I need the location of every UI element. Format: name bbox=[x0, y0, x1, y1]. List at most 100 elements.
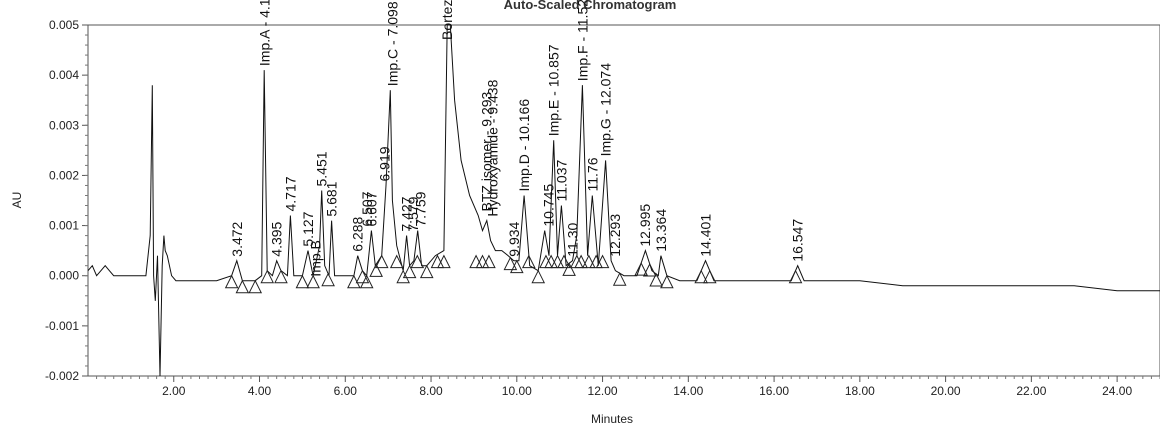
peak-label: 4.395 bbox=[269, 221, 285, 256]
peak-label: Hydroxyamide - 9.438 bbox=[485, 79, 501, 216]
baseline-marker-triangle bbox=[321, 272, 335, 287]
baseline-marker-triangle bbox=[550, 254, 565, 269]
baseline-marker-triangle bbox=[306, 274, 320, 289]
peak-label: Imp.D - 10.166 bbox=[516, 99, 532, 192]
peak-label: 11.76 bbox=[584, 157, 600, 191]
baseline-marker-triangle bbox=[634, 262, 648, 276]
baseline-marker-triangle bbox=[402, 264, 417, 279]
peak-label: 6.607 bbox=[363, 191, 379, 226]
baseline-marker-triangle bbox=[702, 269, 717, 284]
x-tick-label: 20.00 bbox=[931, 384, 961, 398]
baseline-marker-triangle bbox=[369, 263, 383, 277]
x-tick-label: 2.00 bbox=[162, 384, 186, 398]
peak-label: BTZ isomer - 9.293 bbox=[479, 91, 495, 211]
x-tick-label: 6.00 bbox=[334, 384, 358, 398]
baseline-marker-triangle bbox=[347, 274, 361, 289]
baseline-marker-triangle bbox=[531, 269, 546, 284]
y-tick-label: 0.004 bbox=[49, 68, 79, 82]
peak-label: 6.919 bbox=[377, 146, 393, 181]
peak-label: Imp.C - 7.098 bbox=[384, 1, 400, 86]
chart-title: Auto-Scaled Chromatogram bbox=[504, 0, 677, 12]
peak-label: 13.364 bbox=[653, 209, 669, 252]
baseline-marker-triangle bbox=[248, 279, 263, 294]
x-tick-label: 10.00 bbox=[502, 384, 532, 398]
plot-frame bbox=[87, 24, 1160, 377]
peak-label: 16.547 bbox=[790, 219, 806, 262]
y-axis-title: AU bbox=[10, 192, 24, 209]
peak-label: 6.507 bbox=[359, 191, 375, 226]
peak-label: Imp.F - 11.527 bbox=[574, 0, 590, 81]
peak-label: 5.451 bbox=[314, 151, 330, 186]
baseline-marker-triangle bbox=[482, 254, 496, 269]
x-tick-label: 18.00 bbox=[845, 384, 875, 398]
baseline-marker-triangle bbox=[642, 262, 657, 277]
y-tick-label: 0.000 bbox=[49, 269, 79, 283]
peak-label: 9.934 bbox=[506, 221, 522, 256]
baseline-marker-triangle bbox=[224, 274, 239, 289]
peak-label: 11.30 bbox=[565, 222, 581, 256]
y-axis-ticks: -0.002 -0.001 0.000 0.001 0.002 0.003 0.004 0.0… bbox=[45, 18, 88, 383]
baseline-marker-triangle bbox=[389, 254, 404, 269]
peak-label: 3.472 bbox=[229, 221, 245, 256]
peak-label: 12.995 bbox=[637, 204, 653, 247]
baseline-marker-triangle bbox=[260, 269, 275, 284]
baseline-marker-triangle bbox=[374, 254, 389, 269]
peak-label: 6.288 bbox=[350, 216, 366, 251]
peak-label: 7.579 bbox=[405, 196, 421, 231]
baseline-marker-triangle bbox=[503, 256, 518, 271]
baseline-marker-triangle bbox=[410, 254, 425, 269]
y-tick-label: 0.003 bbox=[49, 118, 79, 132]
baseline-marker-triangle bbox=[437, 254, 451, 269]
peak-label: 12.293 bbox=[607, 214, 623, 257]
baseline-marker-triangle bbox=[274, 269, 288, 284]
baseline-marker-triangle bbox=[574, 254, 588, 269]
y-tick-label: 0.002 bbox=[49, 168, 79, 182]
baseline-marker-triangle bbox=[788, 269, 803, 284]
peak-label: Imp.B bbox=[307, 240, 323, 277]
chromatogram-trace bbox=[87, 24, 1160, 377]
baseline-marker-triangle bbox=[396, 269, 410, 284]
baseline-marker-triangle bbox=[557, 254, 571, 269]
peak-label: Imp.G - 12.074 bbox=[598, 63, 614, 157]
y-tick-label: -0.002 bbox=[45, 369, 79, 383]
baseline-marker-triangle bbox=[660, 274, 674, 289]
baseline-marker-triangle bbox=[475, 254, 490, 269]
baseline-markers bbox=[224, 254, 803, 294]
x-axis-ticks: 2.00 4.00 6.00 8.00 10.00 12.00 14.00 16.00 18.0… bbox=[96, 376, 1160, 398]
peak-label: 14.401 bbox=[698, 214, 714, 257]
peak-label: Bortezomib - 8.377 bbox=[439, 0, 455, 40]
peak-label: Imp.E - 10.857 bbox=[546, 44, 562, 136]
baseline-marker-triangle bbox=[419, 264, 434, 279]
baseline-marker-triangle bbox=[295, 274, 310, 289]
baseline-marker-triangle bbox=[355, 269, 370, 284]
baseline-marker-triangle bbox=[509, 259, 524, 274]
peak-label: 4.717 bbox=[282, 176, 298, 211]
peak-label: 10.745 bbox=[541, 184, 557, 227]
baseline-marker-triangle bbox=[595, 254, 610, 269]
x-tick-label: 22.00 bbox=[1016, 384, 1046, 398]
baseline-marker-triangle bbox=[582, 254, 596, 269]
x-axis-title: Minutes bbox=[591, 412, 633, 426]
x-tick-label: 24.00 bbox=[1102, 384, 1132, 398]
baseline-marker-triangle bbox=[235, 279, 250, 294]
peak-label: 7.427 bbox=[399, 196, 415, 231]
baseline-marker-triangle bbox=[694, 269, 708, 284]
x-tick-label: 8.00 bbox=[419, 384, 443, 398]
baseline-marker-triangle bbox=[649, 272, 663, 287]
baseline-marker-triangle bbox=[359, 274, 374, 289]
peak-label: 11.037 bbox=[553, 160, 569, 202]
y-tick-label: 0.005 bbox=[49, 18, 79, 32]
peak-label: 7.759 bbox=[413, 191, 429, 226]
y-tick-label: 0.001 bbox=[49, 219, 79, 233]
x-tick-label: 14.00 bbox=[673, 384, 703, 398]
baseline-marker-triangle bbox=[612, 272, 627, 286]
peak-label: 5.127 bbox=[300, 211, 316, 246]
baseline-marker-triangle bbox=[521, 254, 536, 269]
x-tick-label: 12.00 bbox=[588, 384, 618, 398]
peak-label: 5.681 bbox=[324, 181, 340, 216]
y-tick-label: -0.001 bbox=[45, 319, 79, 333]
peak-label: Imp.A - 4.114 bbox=[256, 0, 272, 66]
x-tick-label: 4.00 bbox=[248, 384, 272, 398]
